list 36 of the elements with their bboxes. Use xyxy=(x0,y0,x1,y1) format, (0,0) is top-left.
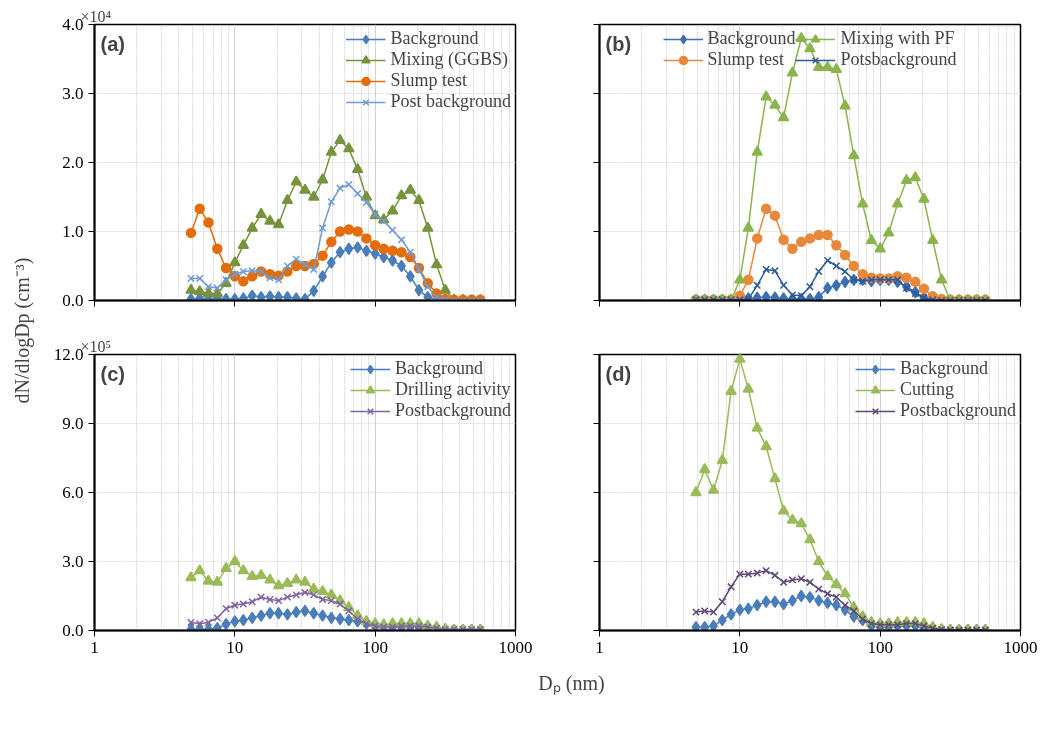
x-tick-label: 1 xyxy=(595,637,604,657)
x-tick-label: 1 xyxy=(90,637,99,657)
legend-label: Mixing with PF xyxy=(840,28,955,49)
legend-label: Postbackground xyxy=(395,400,511,421)
x-tick-label: 100 xyxy=(867,637,893,657)
x-tick-label: 1000 xyxy=(498,637,533,657)
x-tick-label: 1000 xyxy=(1003,637,1038,657)
legend-label: Post background xyxy=(390,91,511,112)
annotation: (a) xyxy=(100,32,125,55)
annotation: (b) xyxy=(605,32,632,55)
y-tick-label: 0.0 xyxy=(62,291,84,310)
y-tick-label: 3.0 xyxy=(62,84,84,103)
legend-label: Cutting xyxy=(900,379,955,400)
legend-label: Background xyxy=(395,358,483,379)
y-tick-label: 6.0 xyxy=(62,483,84,502)
x-tick-label: 10 xyxy=(731,637,749,657)
legend-label: Background xyxy=(390,28,479,49)
annotation: (d) xyxy=(605,362,632,385)
y-tick-label: 2.0 xyxy=(62,153,84,172)
y-tick-label: 3.0 xyxy=(62,552,84,571)
legend-label: Potsbackground xyxy=(840,49,957,70)
legend-label: Drilling activity xyxy=(395,379,511,400)
y-tick-label: 0.0 xyxy=(62,621,84,640)
legend-label: Postbackground xyxy=(900,400,1016,421)
y-tick-label: 1.0 xyxy=(62,222,84,241)
legend-label: Slump test xyxy=(707,49,785,70)
x-tick-label: 10 xyxy=(226,637,244,657)
annotation: (c) xyxy=(100,362,125,385)
legend-label: Slump test xyxy=(390,70,468,91)
legend-label: Mixing (GGBS) xyxy=(390,49,509,70)
legend-label: Background xyxy=(900,358,988,379)
legend-label: Background xyxy=(707,28,796,49)
x-tick-label: 100 xyxy=(362,637,388,657)
x-axis-title: Dₚ (nm) xyxy=(538,671,605,695)
y-tick-label: 9.0 xyxy=(62,414,84,433)
y-axis-title: dN/dlogDp (cm⁻³) xyxy=(11,257,35,404)
